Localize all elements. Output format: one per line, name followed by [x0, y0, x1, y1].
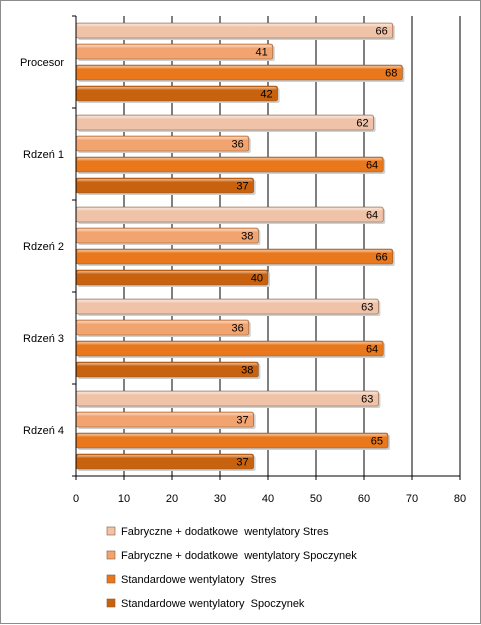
data-label: 66 — [376, 26, 388, 38]
bar-5-3: 65 — [75, 432, 390, 450]
bar-5-4: 37 — [75, 453, 256, 471]
bar-1-3: 68 — [75, 64, 405, 82]
bar-1-4: 42 — [75, 85, 280, 103]
data-label: 41 — [256, 47, 268, 59]
data-label: 36 — [232, 323, 244, 335]
bars: 66 41 68 42 62 36 64 37 64 38 66 40 63 36 64 38 63 37 65 37 — [75, 22, 405, 471]
bar-3-4: 40 — [75, 269, 270, 287]
data-label: 40 — [251, 273, 263, 285]
bar-4-3: 64 — [75, 340, 386, 358]
legend-item-2: Fabryczne + dodatkowe wentylatory Spoczy… — [106, 550, 357, 562]
data-label: 63 — [361, 394, 373, 406]
bar-1-2: 41 — [75, 43, 275, 61]
legend: Fabryczne + dodatkowe wentylatory Stres F… — [106, 526, 357, 610]
data-label: 38 — [241, 231, 253, 243]
data-label: 37 — [236, 415, 248, 427]
legend-swatch — [106, 550, 116, 560]
bar-2-1: 62 — [75, 114, 376, 132]
data-label: 64 — [366, 160, 378, 172]
category-label: Rdzeń 3 — [23, 333, 64, 345]
x-tick-label: 20 — [166, 493, 178, 505]
bar-5-2: 37 — [75, 411, 256, 429]
category-label: Rdzeń 4 — [23, 425, 64, 437]
x-tick-label: 80 — [454, 493, 466, 505]
x-tick-label: 60 — [358, 493, 370, 505]
bar-4-2: 36 — [75, 319, 251, 337]
data-label: 62 — [356, 118, 368, 130]
data-label: 63 — [361, 302, 373, 314]
legend-label: Standardowe wentylatory Spoczynek — [121, 598, 305, 610]
legend-label: Fabryczne + dodatkowe wentylatory Stres — [121, 526, 329, 538]
x-tick-label: 70 — [406, 493, 418, 505]
legend-item-3: Standardowe wentylatory Stres — [106, 574, 277, 586]
category-label: Procesor — [20, 57, 64, 69]
legend-swatch — [106, 598, 116, 608]
x-tick-label: 40 — [262, 493, 274, 505]
x-tick-label: 30 — [214, 493, 226, 505]
category-label: Rdzeń 2 — [23, 241, 64, 253]
x-tick-label: 10 — [118, 493, 130, 505]
bar-3-1: 64 — [75, 206, 386, 224]
category-label: Rdzeń 1 — [23, 149, 64, 161]
bar-2-2: 36 — [75, 135, 251, 153]
data-label: 65 — [371, 436, 383, 448]
data-label: 38 — [241, 365, 253, 377]
legend-swatch — [106, 574, 116, 584]
data-label: 37 — [236, 457, 248, 469]
data-label: 64 — [366, 344, 378, 356]
bar-3-3: 66 — [75, 248, 395, 266]
bar-2-3: 64 — [75, 156, 386, 174]
bar-1-1: 66 — [75, 22, 395, 40]
data-label: 36 — [232, 139, 244, 151]
data-label: 42 — [260, 89, 272, 101]
legend-swatch — [106, 526, 116, 536]
bar-4-4: 38 — [75, 361, 261, 379]
bar-3-2: 38 — [75, 227, 261, 245]
data-label: 37 — [236, 181, 248, 193]
data-label: 68 — [385, 68, 397, 80]
data-label: 66 — [376, 252, 388, 264]
legend-item-4: Standardowe wentylatory Spoczynek — [106, 598, 305, 610]
bar-5-1: 63 — [75, 390, 381, 408]
bar-2-4: 37 — [75, 177, 256, 195]
bar-4-1: 63 — [75, 298, 381, 316]
legend-item-1: Fabryczne + dodatkowe wentylatory Stres — [106, 526, 329, 538]
data-label: 64 — [366, 210, 378, 222]
legend-label: Standardowe wentylatory Stres — [121, 574, 277, 586]
x-tick-label: 0 — [73, 493, 79, 505]
legend-label: Fabryczne + dodatkowe wentylatory Spoczy… — [121, 550, 357, 562]
x-tick-label: 50 — [310, 493, 322, 505]
